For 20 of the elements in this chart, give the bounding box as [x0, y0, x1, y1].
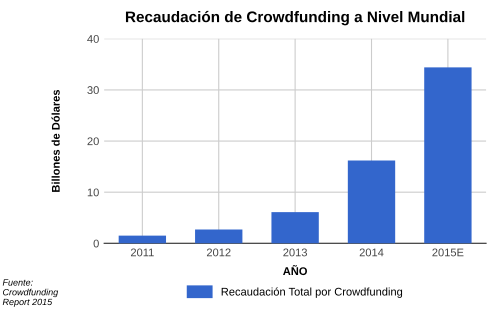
- bar: [348, 160, 396, 244]
- x-tick-label: 2014: [360, 248, 384, 256]
- y-tick-label: 0: [94, 240, 99, 248]
- y-tick-label: 30: [87, 86, 99, 94]
- bar: [424, 67, 472, 244]
- y-tick-label: 10: [88, 188, 99, 196]
- bar: [271, 212, 319, 244]
- y-axis-title: Billones de Dólares: [51, 90, 60, 192]
- source-note: Fuente: Crowdfunding Report 2015: [2, 279, 58, 307]
- bar: [195, 230, 242, 244]
- chart-title: Recaudación de Crowdfunding a Nivel Mundial: [126, 10, 464, 26]
- x-tick-label: 2012: [206, 248, 231, 256]
- bar: [118, 236, 166, 244]
- y-tick-label: 20: [88, 137, 99, 146]
- x-tick-label: 2015E: [432, 248, 464, 256]
- legend-label: Recaudación Total por Crowdfunding: [222, 287, 402, 298]
- x-axis-title: AÑO: [283, 265, 307, 276]
- x-tick-label: 2013: [283, 248, 307, 256]
- x-tick-label: 2011: [130, 248, 154, 256]
- y-tick-label: 40: [87, 35, 99, 43]
